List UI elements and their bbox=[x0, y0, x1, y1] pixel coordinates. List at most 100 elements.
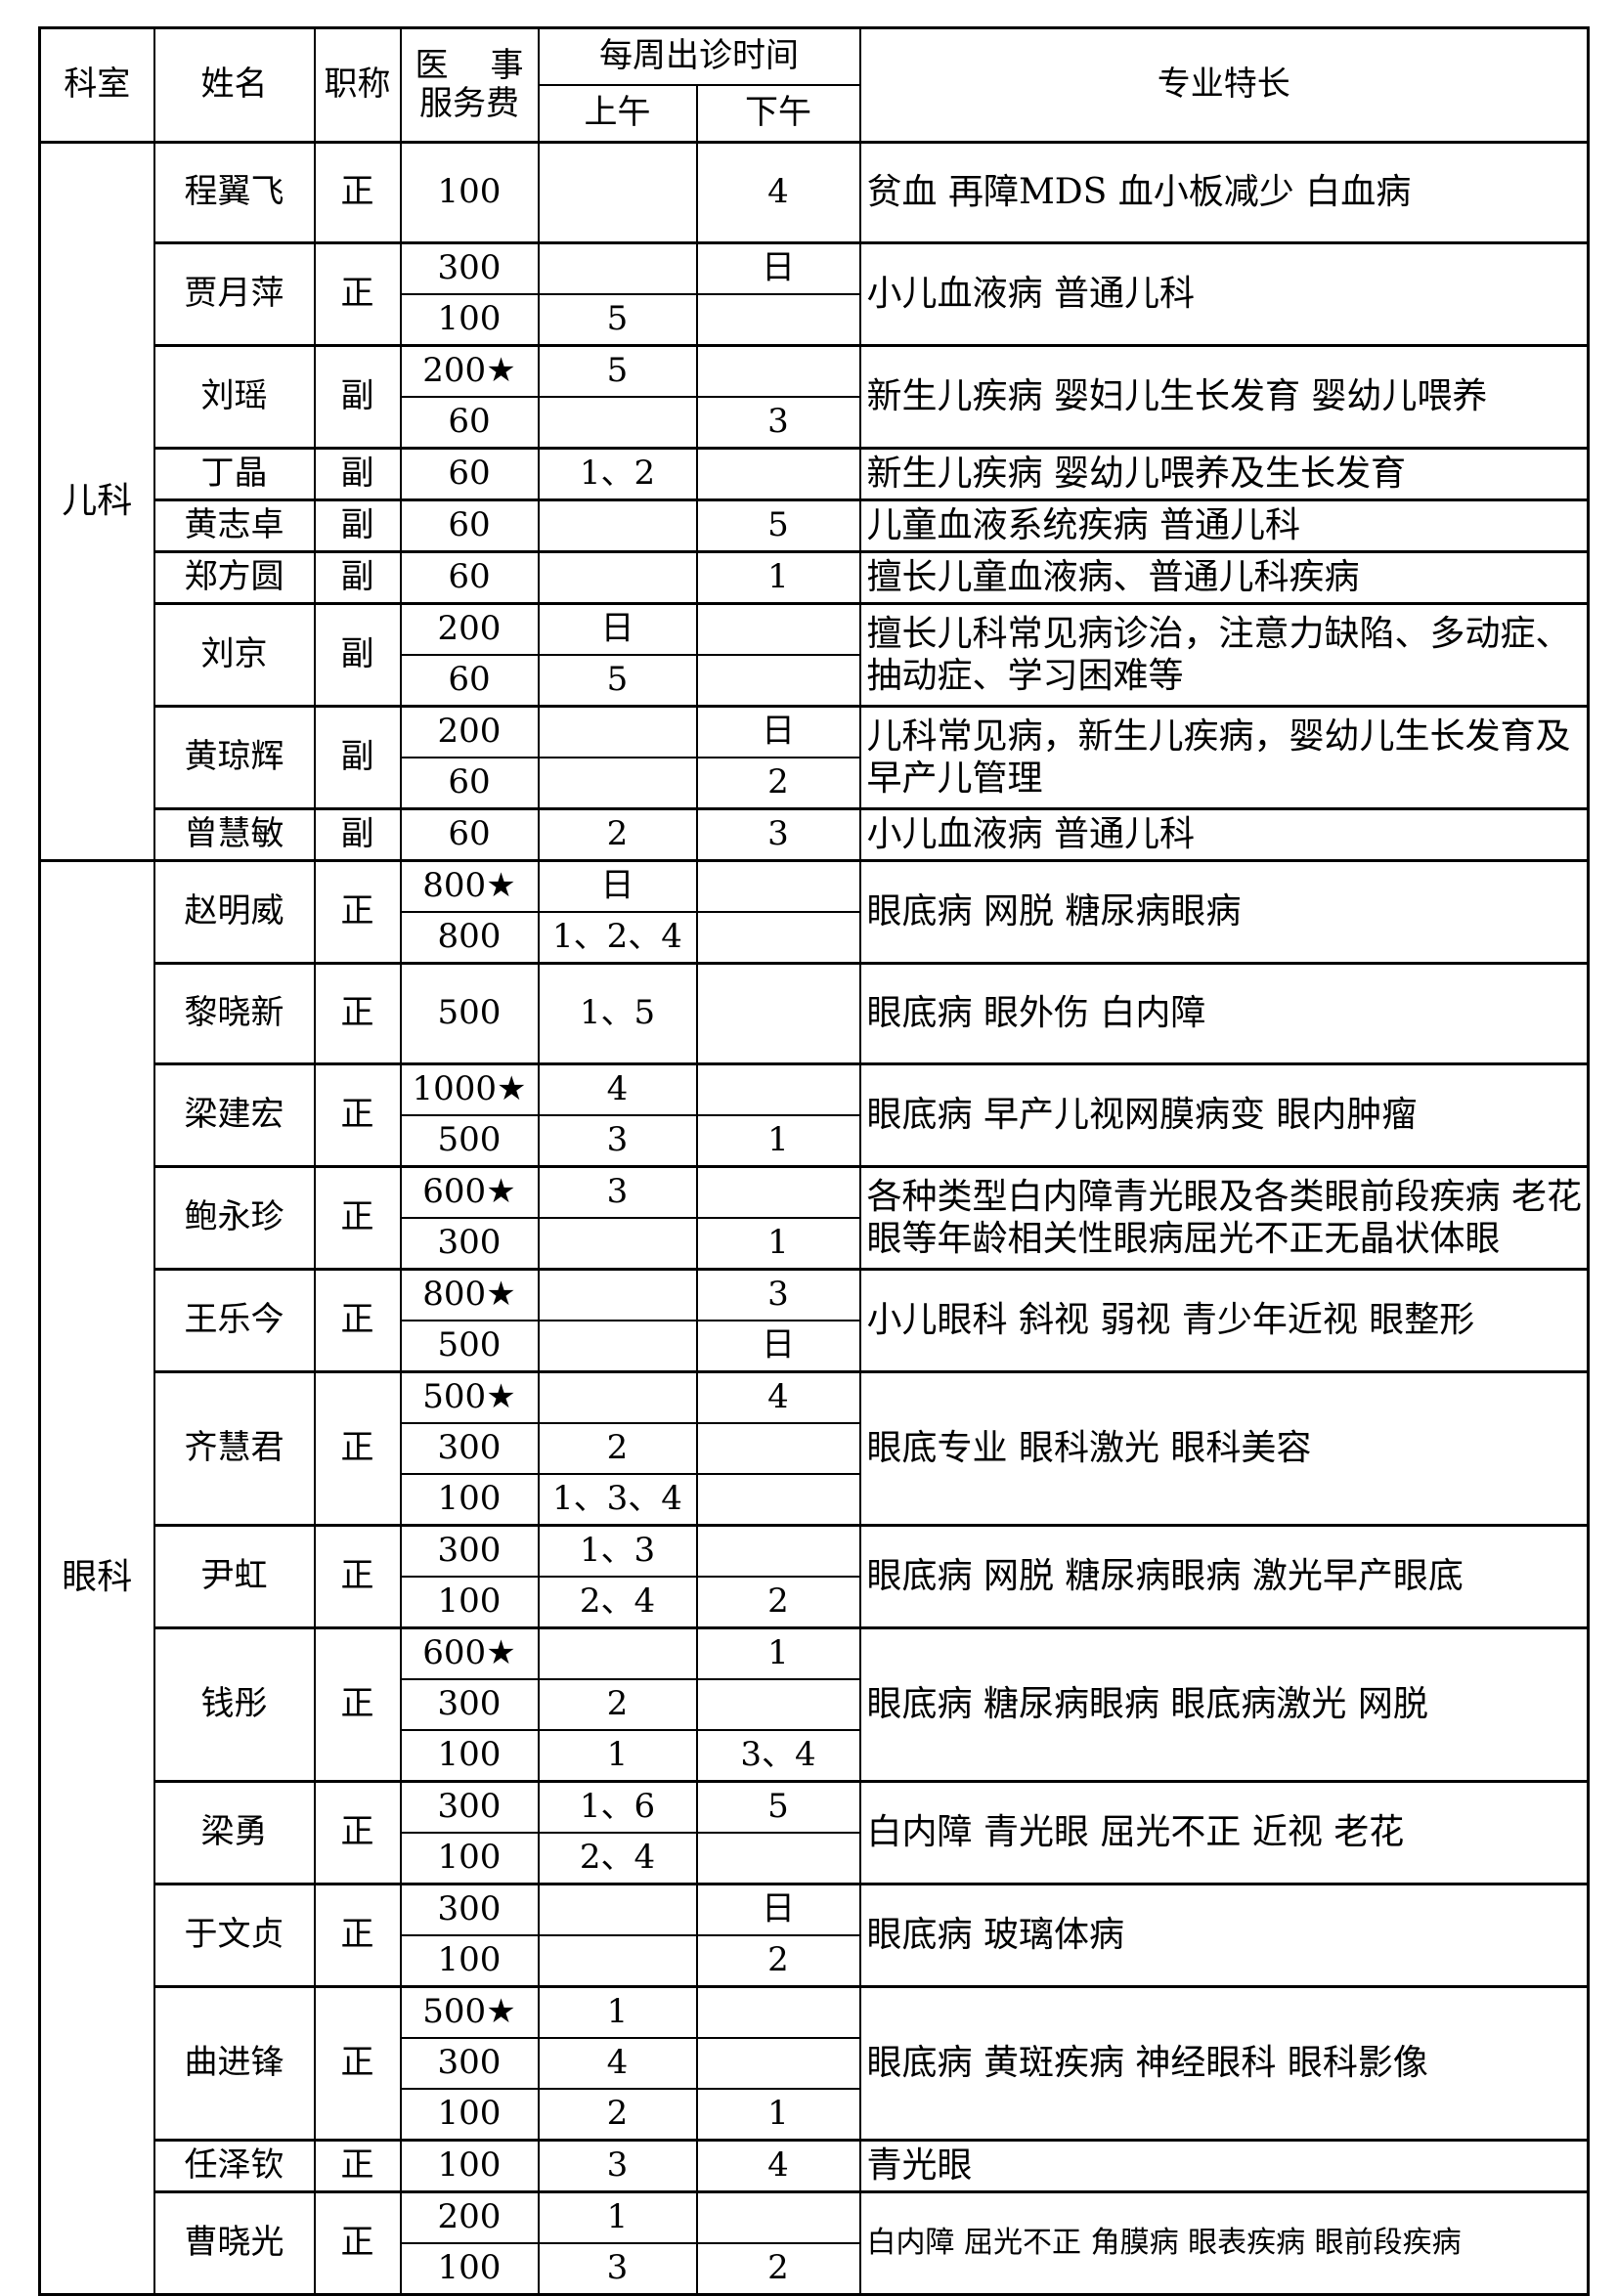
morning-days: 1、3 bbox=[537, 1524, 698, 1578]
service-fee: 300 bbox=[399, 1422, 540, 1475]
schedule-row: 300 2 bbox=[40, 1678, 1589, 1731]
doctor-name: 赵明威 bbox=[153, 859, 316, 965]
service-fee: 100 bbox=[399, 1729, 540, 1783]
morning-days: 4 bbox=[537, 1062, 698, 1116]
morning-days: 1、3、4 bbox=[537, 1473, 698, 1527]
afternoon-days bbox=[695, 911, 861, 965]
department-name: 儿科 bbox=[38, 141, 155, 862]
doctor-name: 黎晓新 bbox=[153, 962, 316, 1065]
schedule-row: 梁勇正 300 1、6 5 白内障 青光眼 屈光不正 近视 老花 bbox=[40, 1780, 1590, 1885]
schedule-row: 刘瑶副 200★ 5 新生儿疾病 婴妇儿生长发育 婴幼儿喂养 bbox=[40, 344, 1590, 450]
header-pm: 下午 bbox=[695, 84, 861, 144]
doctor-title: 正 bbox=[313, 1370, 402, 1527]
morning-days: 3 bbox=[537, 2242, 698, 2296]
service-fee: 200 bbox=[399, 2190, 540, 2244]
service-fee: 800 bbox=[399, 911, 540, 965]
afternoon-days: 1 bbox=[695, 550, 861, 605]
service-fee: 100 bbox=[399, 141, 540, 244]
clinic-schedule-table: 科室 姓名 职称 医 事 服务费 每周出诊时间 专业特长 上午 下午 儿科 程翼飞正… bbox=[38, 26, 1590, 2296]
doctor-title: 正 bbox=[313, 2139, 402, 2193]
schedule-row: 100 1 3、4 bbox=[40, 1729, 1589, 1783]
header-dept: 科室 bbox=[38, 26, 155, 144]
doctor-specialty: 擅长儿童血液病、普通儿科疾病 bbox=[858, 550, 1590, 605]
doctor-name: 刘京 bbox=[153, 602, 316, 708]
doctor-name: 黄志卓 bbox=[153, 498, 316, 553]
service-fee: 200 bbox=[399, 602, 540, 656]
doctor-title: 正 bbox=[313, 859, 402, 965]
morning-days bbox=[537, 1268, 698, 1321]
schedule-row: 黎晓新正 500 1、5 眼底病 眼外伤 白内障 bbox=[40, 962, 1590, 1065]
doctor-title: 正 bbox=[313, 1780, 402, 1885]
schedule-row: 尹虹正 300 1、3 眼底病 网脱 糖尿病眼病 激光早产眼底 bbox=[40, 1524, 1590, 1629]
morning-days bbox=[537, 498, 698, 553]
doctor-specialty: 眼底病 早产儿视网膜病变 眼内肿瘤 bbox=[858, 1062, 1590, 1168]
schedule-row: 儿科 程翼飞正 100 4 贫血 再障MDS 血小板减少 白血病 bbox=[38, 141, 1590, 862]
afternoon-days bbox=[695, 1165, 861, 1219]
afternoon-days: 2 bbox=[695, 1934, 861, 1988]
doctor-title: 副 bbox=[313, 550, 402, 605]
schedule-row: 100 2 1 bbox=[40, 2088, 1589, 2142]
doctor-name: 齐慧君 bbox=[153, 1370, 316, 1527]
schedule-row: 300 4 bbox=[40, 2037, 1589, 2090]
doctor-title: 正 bbox=[313, 1165, 402, 1271]
service-fee: 60 bbox=[399, 807, 540, 862]
doctor-title: 正 bbox=[313, 1524, 402, 1629]
doctor-specialty: 眼底病 眼外伤 白内障 bbox=[858, 962, 1590, 1065]
service-fee: 1000★ bbox=[399, 1062, 540, 1116]
afternoon-days: 3 bbox=[695, 396, 861, 450]
morning-days: 2 bbox=[537, 2088, 698, 2142]
service-fee: 500★ bbox=[399, 1370, 540, 1424]
doctor-name: 郑方圆 bbox=[153, 550, 316, 605]
doctor-title: 正 bbox=[313, 2190, 402, 2296]
doctor-specialty: 小儿血液病 普通儿科 bbox=[858, 241, 1590, 347]
doctor-specialty: 眼底病 玻璃体病 bbox=[858, 1883, 1590, 1988]
service-fee: 500 bbox=[399, 962, 540, 1065]
schedule-row: 于文贞正 300 日眼底病 玻璃体病 bbox=[40, 1883, 1590, 1988]
schedule-body: 儿科 程翼飞正 100 4 贫血 再障MDS 血小板减少 白血病 贾月萍正 300 日小儿血液… bbox=[38, 141, 1590, 2296]
doctor-title: 副 bbox=[313, 602, 402, 708]
schedule-row: 500 3 1 bbox=[40, 1114, 1589, 1168]
afternoon-days: 4 bbox=[695, 1370, 861, 1424]
header-fee-line2: 服务费 bbox=[419, 84, 519, 123]
schedule-row: 曹晓光正 200 1 白内障 屈光不正 角膜病 眼表疾病 眼前段疾病 bbox=[40, 2190, 1590, 2296]
header-fee-char2: 事 bbox=[490, 45, 524, 85]
morning-days bbox=[537, 241, 698, 295]
afternoon-days bbox=[695, 602, 861, 656]
schedule-row: 曲进锋正 500★ 1 眼底病 黄斑疾病 神经眼科 眼科影像 bbox=[40, 1985, 1590, 2142]
afternoon-days bbox=[695, 1422, 861, 1475]
afternoon-days: 日 bbox=[695, 1320, 861, 1373]
header-fee: 医 事 服务费 bbox=[399, 26, 540, 144]
doctor-title: 正 bbox=[313, 1985, 402, 2142]
service-fee: 600★ bbox=[399, 1165, 540, 1219]
schedule-row: 王乐今正 800★ 3 小儿眼科 斜视 弱视 青少年近视 眼整形 bbox=[40, 1268, 1590, 1373]
afternoon-days bbox=[695, 344, 861, 398]
schedule-row: 黄琼辉副 200 日儿科常见病，新生儿疾病，婴幼儿生长发育及早产儿管理 bbox=[40, 705, 1590, 810]
morning-days: 1、5 bbox=[537, 962, 698, 1065]
morning-days: 2、4 bbox=[537, 1576, 698, 1629]
morning-days: 3 bbox=[537, 2139, 698, 2193]
service-fee: 800★ bbox=[399, 1268, 540, 1321]
morning-days bbox=[537, 705, 698, 758]
afternoon-days bbox=[695, 447, 861, 501]
morning-days bbox=[537, 1883, 698, 1936]
schedule-row: 60 5 bbox=[40, 654, 1589, 708]
afternoon-days: 5 bbox=[695, 1780, 861, 1834]
doctor-name: 鲍永珍 bbox=[153, 1165, 316, 1271]
doctor-name: 刘瑶 bbox=[153, 344, 316, 450]
service-fee: 100 bbox=[399, 2139, 540, 2193]
morning-days: 1、6 bbox=[537, 1780, 698, 1834]
morning-days: 2 bbox=[537, 1678, 698, 1731]
schedule-row: 60 2 bbox=[40, 757, 1589, 810]
afternoon-days bbox=[695, 1678, 861, 1731]
service-fee: 100 bbox=[399, 1576, 540, 1629]
morning-days bbox=[537, 1626, 698, 1680]
afternoon-days: 2 bbox=[695, 757, 861, 810]
doctor-specialty: 擅长儿科常见病诊治，注意力缺陷、多动症、抽动症、学习困难等 bbox=[858, 602, 1590, 708]
header-name: 姓名 bbox=[153, 26, 316, 144]
service-fee: 300 bbox=[399, 241, 540, 295]
department-name: 眼科 bbox=[38, 859, 155, 2296]
service-fee: 100 bbox=[399, 2242, 540, 2296]
doctor-title: 正 bbox=[313, 962, 402, 1065]
service-fee: 300 bbox=[399, 1780, 540, 1834]
doctor-specialty: 青光眼 bbox=[858, 2139, 1590, 2193]
